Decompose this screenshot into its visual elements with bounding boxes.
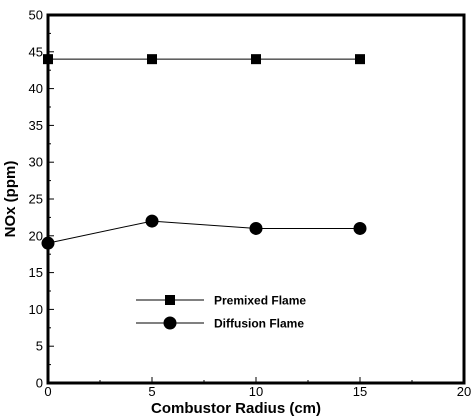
y-tick-label: 0 xyxy=(36,376,43,391)
plot-area-frame xyxy=(46,13,466,385)
x-tick-label: 5 xyxy=(148,384,155,399)
premixed-flame-point xyxy=(355,54,365,65)
series-line-1 xyxy=(47,220,360,244)
y-tick-label: 40 xyxy=(29,81,43,96)
premixed-flame-point xyxy=(251,54,261,65)
legend: Premixed Flame Diffusion Flame xyxy=(136,294,306,331)
legend-marker-0 xyxy=(165,295,175,305)
diffusion-flame-point xyxy=(249,221,263,235)
y-tick-label: 35 xyxy=(29,118,43,133)
y-tick-label: 5 xyxy=(36,339,43,354)
y-tick-label: 10 xyxy=(29,302,43,317)
x-tick-label: 10 xyxy=(249,384,263,399)
y-axis-title: NOx (ppm) xyxy=(2,161,19,238)
legend-label-1: Diffusion Flame xyxy=(214,317,304,331)
y-tick-label: 30 xyxy=(29,155,43,170)
y-tick-label: 15 xyxy=(29,265,43,280)
legend-marker-1 xyxy=(163,316,177,330)
diffusion-flame-point xyxy=(145,214,159,228)
x-tick-label: 0 xyxy=(44,384,51,399)
series-layer xyxy=(41,54,367,250)
ticks-layer: 0 5 10 15 20 25 30 35 40 45 50 0 5 10 15 20 xyxy=(29,8,472,400)
x-tick-label: 15 xyxy=(353,384,367,399)
y-tick-label: 45 xyxy=(29,44,43,59)
y-tick-label: 25 xyxy=(29,192,43,207)
legend-label-0: Premixed Flame xyxy=(214,294,306,308)
y-tick-label: 20 xyxy=(29,228,43,243)
x-tick-label: 20 xyxy=(457,384,471,399)
premixed-flame-point xyxy=(147,54,157,65)
y-tick-label: 50 xyxy=(29,8,43,23)
x-axis-title: Combustor Radius (cm) xyxy=(151,400,321,417)
diffusion-flame-point xyxy=(353,221,367,235)
